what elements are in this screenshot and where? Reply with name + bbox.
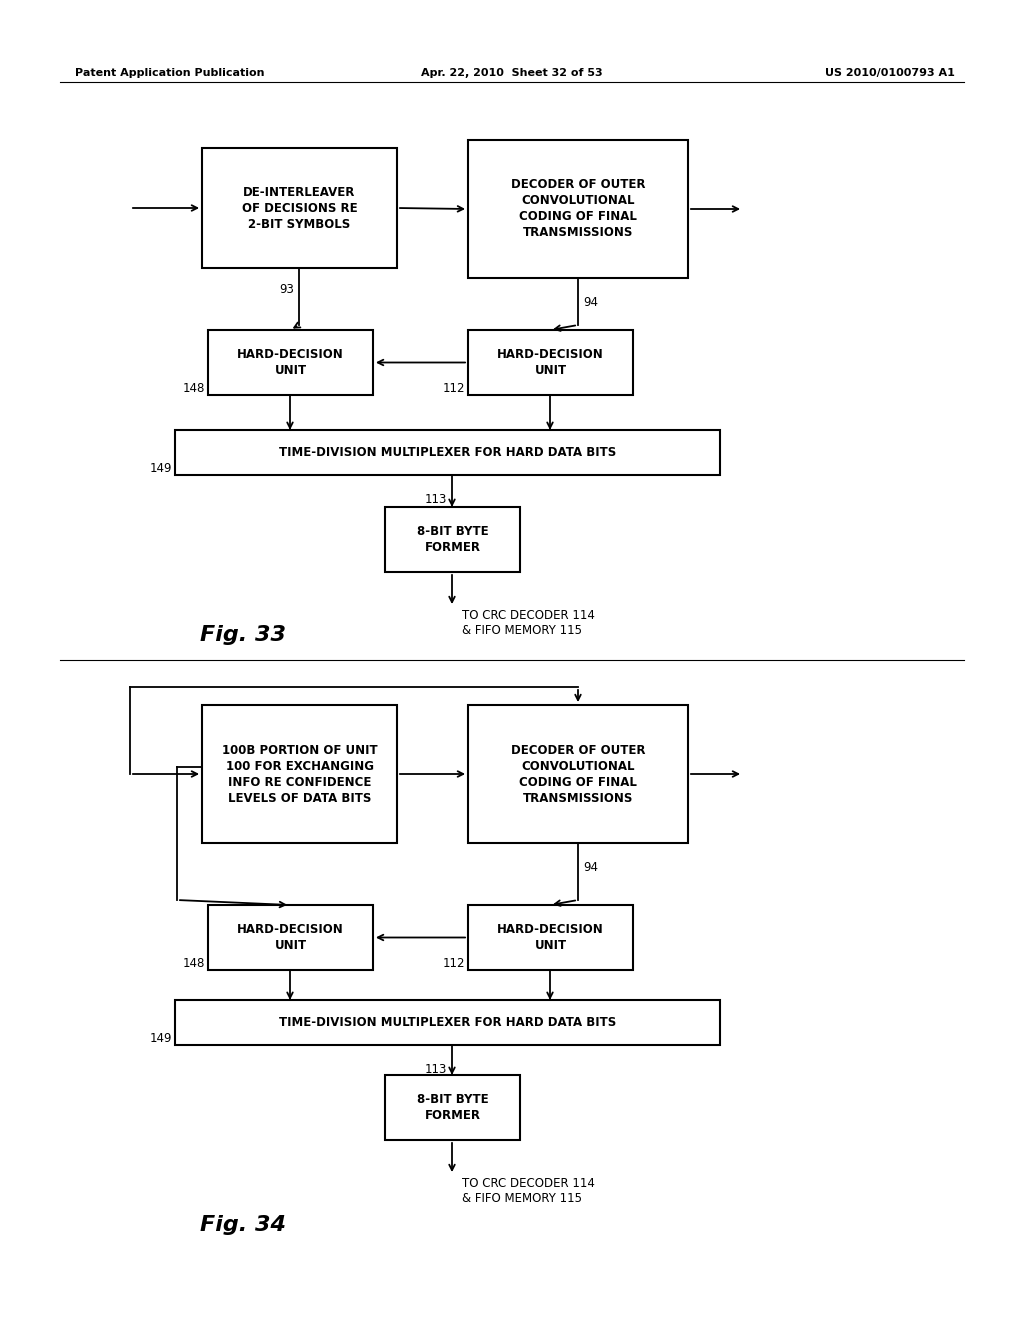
Text: DECODER OF OUTER
CONVOLUTIONAL
CODING OF FINAL
TRANSMISSIONS: DECODER OF OUTER CONVOLUTIONAL CODING OF… [511,178,645,239]
Text: 148: 148 [182,957,205,970]
Text: Apr. 22, 2010  Sheet 32 of 53: Apr. 22, 2010 Sheet 32 of 53 [421,69,603,78]
Text: TO CRC DECODER 114
& FIFO MEMORY 115: TO CRC DECODER 114 & FIFO MEMORY 115 [462,1177,595,1205]
Bar [202,705,397,843]
Text: HARD-DECISION
UNIT: HARD-DECISION UNIT [497,348,604,378]
Text: 149: 149 [150,1032,172,1045]
Bar [385,507,520,572]
Bar [208,906,373,970]
Text: 8-BIT BYTE
FORMER: 8-BIT BYTE FORMER [417,525,488,554]
Text: 94: 94 [583,296,598,309]
Text: HARD-DECISION
UNIT: HARD-DECISION UNIT [238,923,344,952]
Bar [468,906,633,970]
Text: HARD-DECISION
UNIT: HARD-DECISION UNIT [238,348,344,378]
Text: Fig. 34: Fig. 34 [200,1214,286,1236]
Text: TIME-DIVISION MULTIPLEXER FOR HARD DATA BITS: TIME-DIVISION MULTIPLEXER FOR HARD DATA … [279,1016,616,1030]
Text: DE-INTERLEAVER
OF DECISIONS RE
2-BIT SYMBOLS: DE-INTERLEAVER OF DECISIONS RE 2-BIT SYM… [242,186,357,231]
Text: Fig. 33: Fig. 33 [200,624,286,645]
Bar [468,705,688,843]
Text: 113: 113 [425,1063,447,1076]
Text: 100B PORTION OF UNIT
100 FOR EXCHANGING
INFO RE CONFIDENCE
LEVELS OF DATA BITS: 100B PORTION OF UNIT 100 FOR EXCHANGING … [221,743,377,804]
Bar [468,140,688,279]
Text: 112: 112 [442,381,465,395]
Bar [385,1074,520,1140]
Bar [208,330,373,395]
Text: 113: 113 [425,492,447,506]
Bar [468,330,633,395]
Text: 8-BIT BYTE
FORMER: 8-BIT BYTE FORMER [417,1093,488,1122]
Text: Patent Application Publication: Patent Application Publication [75,69,264,78]
Text: 94: 94 [583,861,598,874]
Text: 93: 93 [280,282,294,296]
Text: TIME-DIVISION MULTIPLEXER FOR HARD DATA BITS: TIME-DIVISION MULTIPLEXER FOR HARD DATA … [279,446,616,459]
Text: 148: 148 [182,381,205,395]
Text: DECODER OF OUTER
CONVOLUTIONAL
CODING OF FINAL
TRANSMISSIONS: DECODER OF OUTER CONVOLUTIONAL CODING OF… [511,743,645,804]
Bar [202,148,397,268]
Bar [175,1001,720,1045]
Text: HARD-DECISION
UNIT: HARD-DECISION UNIT [497,923,604,952]
Text: TO CRC DECODER 114
& FIFO MEMORY 115: TO CRC DECODER 114 & FIFO MEMORY 115 [462,609,595,638]
Bar [175,430,720,475]
Text: 149: 149 [150,462,172,475]
Text: 112: 112 [442,957,465,970]
Text: US 2010/0100793 A1: US 2010/0100793 A1 [825,69,955,78]
